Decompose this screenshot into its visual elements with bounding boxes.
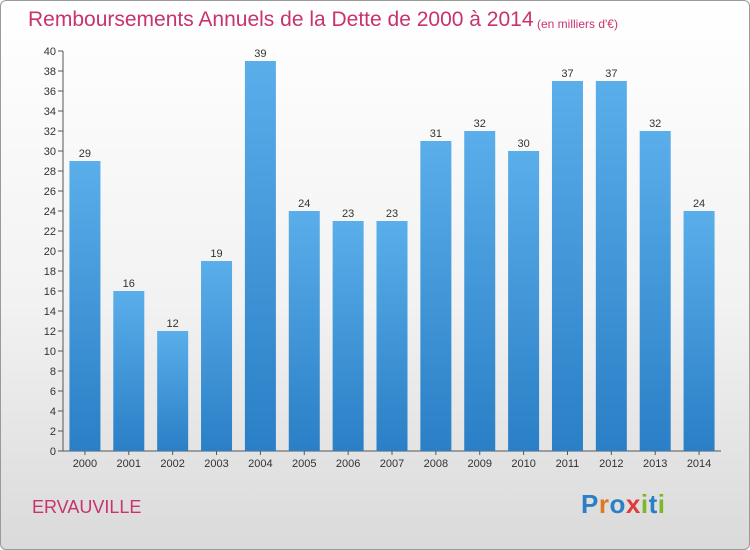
logo-letter: r [598, 489, 610, 519]
y-tick-label: 16 [44, 286, 56, 298]
bar [157, 331, 189, 451]
commune-name: ERVAUVILLE [32, 497, 142, 517]
y-tick-label: 20 [44, 246, 56, 258]
logo-letter: o [609, 489, 626, 519]
y-tick-label: 14 [44, 306, 56, 318]
logo-letter: P [581, 489, 599, 519]
bar-value-label: 24 [693, 198, 705, 210]
y-tick-label: 4 [50, 406, 56, 418]
bar [69, 161, 101, 451]
y-tick-label: 26 [44, 186, 56, 198]
x-tick-label: 2013 [643, 458, 667, 470]
chart-bar-labels: 29 16 12 19 39 24 23 23 31 32 30 37 37 32 24 [79, 48, 705, 330]
x-tick-label: 2008 [424, 458, 448, 470]
y-tick-label: 28 [44, 166, 56, 178]
y-tick-label: 40 [44, 46, 56, 58]
y-tick-label: 2 [50, 426, 56, 438]
x-tick-label: 2006 [336, 458, 360, 470]
y-tick-label: 32 [44, 126, 56, 138]
bar-value-label: 30 [517, 138, 529, 150]
bar [464, 131, 496, 451]
bar [420, 141, 452, 451]
x-tick-label: 2001 [117, 458, 141, 470]
y-tick-label: 12 [44, 326, 56, 338]
x-tick-label: 2007 [380, 458, 404, 470]
x-tick-label: 2004 [248, 458, 272, 470]
chart-title: Remboursements Annuels de la Dette de 20… [28, 8, 534, 31]
bar [683, 211, 715, 451]
bar-value-label: 19 [210, 248, 222, 260]
y-tick-label: 38 [44, 66, 56, 78]
bar [113, 291, 145, 451]
x-tick-label: 2014 [687, 458, 711, 470]
bar [201, 261, 233, 451]
y-tick-label: 0 [50, 446, 56, 458]
logo-letter: t [648, 489, 658, 519]
x-tick-label: 2009 [467, 458, 491, 470]
y-tick-label: 18 [44, 266, 56, 278]
bar-value-label: 32 [649, 118, 661, 130]
proxiti-logo: Proxiti [581, 489, 665, 520]
x-tick-label: 2002 [160, 458, 184, 470]
bar [508, 151, 540, 451]
x-tick-label: 2012 [599, 458, 623, 470]
logo-letter: i [657, 489, 666, 519]
x-tick-label: 2003 [204, 458, 228, 470]
bar [639, 131, 671, 451]
bar-value-label: 37 [561, 68, 573, 80]
bar-value-label: 16 [123, 278, 135, 290]
y-tick-label: 22 [44, 226, 56, 238]
bar-value-label: 12 [167, 318, 179, 330]
x-tick-label: 2005 [292, 458, 316, 470]
bar [376, 221, 408, 451]
x-tick-label: 2011 [556, 458, 580, 470]
logo-letter: x [625, 489, 641, 519]
y-tick-label: 36 [44, 86, 56, 98]
x-tick-label: 2000 [73, 458, 97, 470]
x-tick-label: 2010 [511, 458, 535, 470]
bar-value-label: 31 [430, 128, 442, 140]
bar-value-label: 24 [298, 198, 310, 210]
logo-letter: i [640, 489, 649, 519]
bar [551, 81, 583, 451]
bar-value-label: 37 [605, 68, 617, 80]
bar [332, 221, 364, 451]
y-tick-label: 10 [44, 346, 56, 358]
bar [288, 211, 320, 451]
chart-bars [69, 61, 715, 451]
bar-value-label: 29 [79, 148, 91, 160]
y-tick-label: 6 [50, 386, 56, 398]
y-tick-label: 30 [44, 146, 56, 158]
y-tick-label: 8 [50, 366, 56, 378]
bar [595, 81, 627, 451]
bar-value-label: 39 [254, 48, 266, 60]
bar-value-label: 23 [342, 208, 354, 220]
y-tick-label: 34 [44, 106, 56, 118]
chart-unit: (en milliers d'€) [537, 17, 618, 31]
bar [244, 61, 276, 451]
bar-value-label: 32 [474, 118, 486, 130]
bar-value-label: 23 [386, 208, 398, 220]
y-tick-label: 24 [44, 206, 56, 218]
